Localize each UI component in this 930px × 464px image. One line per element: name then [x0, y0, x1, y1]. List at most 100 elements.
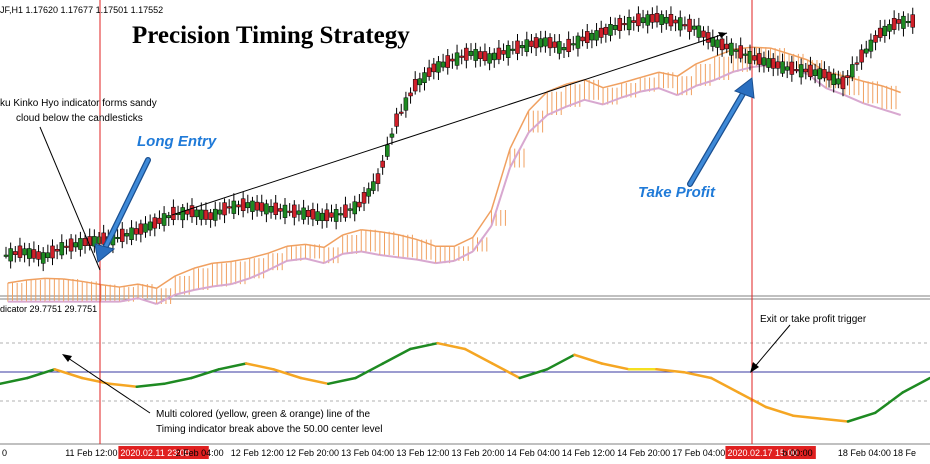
cloud-bottom-edge: [212, 283, 232, 288]
timing-pointer-head: [62, 354, 72, 362]
candle-bear: [826, 71, 832, 81]
candle-bull: [766, 58, 771, 68]
timing-segment: [846, 411, 877, 423]
candle-bear: [598, 27, 604, 38]
candle-bull: [22, 248, 27, 256]
candle-bear: [496, 47, 502, 60]
candle-bear: [752, 55, 757, 61]
candle-bull: [352, 201, 357, 215]
time-axis-label: 12 Feb 12:00: [231, 448, 284, 458]
take-profit-label: Take Profit: [638, 184, 716, 201]
candle-bear: [771, 58, 776, 69]
candle-bull: [664, 16, 669, 24]
candle-bull: [73, 242, 78, 248]
candle-bear: [738, 45, 743, 59]
candle-bull: [492, 52, 497, 61]
candle-bear: [240, 198, 246, 212]
cloud-bottom-edge: [379, 254, 399, 259]
cloud-bottom-edge: [286, 257, 306, 262]
cloud-bottom-edge: [398, 256, 418, 261]
timing-note-line1: Multi colored (yellow, green & orange) l…: [156, 409, 370, 420]
time-axis: 0 11 Feb 12:00 2020.02.11 23:002 Feb 04:00…: [2, 446, 916, 459]
candle-bear: [552, 41, 557, 48]
timing-segment: [491, 362, 521, 380]
candle-bull: [268, 206, 274, 213]
candle-bull: [166, 215, 171, 219]
candle-bear: [845, 75, 850, 79]
candle-bull: [557, 41, 562, 54]
time-axis-label: 13 Feb 20:00: [452, 448, 505, 458]
candle-bear: [840, 76, 846, 90]
candle-bear: [310, 209, 316, 220]
cloud-bottom-edge: [640, 87, 660, 93]
timing-segment: [518, 368, 549, 380]
candle-bear: [547, 37, 553, 49]
candle-bear: [854, 62, 860, 65]
cloud-top-edge: [490, 148, 511, 211]
candle-bull: [315, 211, 320, 221]
candle-bull: [333, 209, 339, 222]
cloud-top-edge: [230, 257, 250, 263]
candle-bear: [877, 27, 883, 38]
candle-bear: [394, 113, 399, 127]
candle-bull: [571, 43, 576, 46]
timing-segment: [0, 376, 29, 386]
timing-oscillator: [0, 341, 930, 423]
candle-bull: [733, 49, 739, 52]
timing-segment: [600, 362, 631, 371]
time-axis-label: 2020.02.11 23:00: [120, 448, 189, 458]
candle-bear: [603, 27, 609, 35]
cloud-top-edge: [398, 233, 418, 241]
candle-bear: [464, 47, 469, 61]
timing-segment: [299, 376, 330, 386]
candle-bull: [887, 24, 892, 32]
candle-bull: [710, 37, 716, 47]
timing-segment: [190, 368, 221, 380]
cloud-bottom-edge: [156, 293, 176, 305]
candle-bull: [264, 203, 269, 215]
cloud-top-edge: [770, 47, 790, 55]
candle-bull: [761, 57, 767, 66]
cloud-bottom-edge: [695, 79, 715, 87]
candle-bull: [626, 16, 632, 31]
candle-bear: [361, 192, 367, 204]
candle-bull: [422, 72, 427, 83]
cloud-bottom-edge: [342, 250, 362, 255]
exit-pointer-head: [750, 362, 759, 373]
candle-bear: [287, 210, 292, 213]
candle-bear: [803, 68, 809, 73]
candle-bear: [254, 201, 260, 211]
candle-bull: [194, 209, 199, 218]
candle-bull: [691, 25, 697, 30]
candle-bear: [515, 40, 520, 54]
candle-bull: [715, 39, 720, 48]
candle-bull: [45, 252, 51, 259]
timing-segment: [573, 353, 604, 365]
candle-bull: [468, 50, 474, 56]
time-axis-label: 2 Feb 04:00: [176, 448, 224, 458]
timing-segment: [709, 376, 740, 394]
candle-bear: [687, 18, 692, 32]
candle-bull: [640, 17, 646, 24]
candle-bull: [524, 39, 530, 52]
candle-bull: [347, 208, 353, 211]
candle-bull: [417, 78, 423, 86]
candle-bear: [380, 160, 385, 168]
candle-bear: [724, 43, 729, 50]
cloud-top-edge: [528, 91, 548, 112]
cloud-top-edge: [45, 277, 64, 280]
cloud-top-edge: [342, 228, 362, 236]
candle-bear: [259, 202, 264, 212]
candle-bull: [129, 227, 134, 240]
candle-bull: [901, 15, 906, 29]
candle-bear: [445, 55, 450, 68]
candle-bull: [282, 204, 288, 218]
cloud-top-edge: [788, 53, 808, 61]
cloud-top-edge: [695, 55, 715, 65]
candle-bear: [617, 18, 623, 31]
cloud-bottom-edge: [658, 87, 678, 97]
candle-bull: [143, 223, 148, 233]
cloud-top-edge: [751, 46, 771, 49]
time-axis-label: 11 Feb 12:00: [65, 448, 117, 458]
cloud-bottom-edge: [323, 252, 344, 265]
